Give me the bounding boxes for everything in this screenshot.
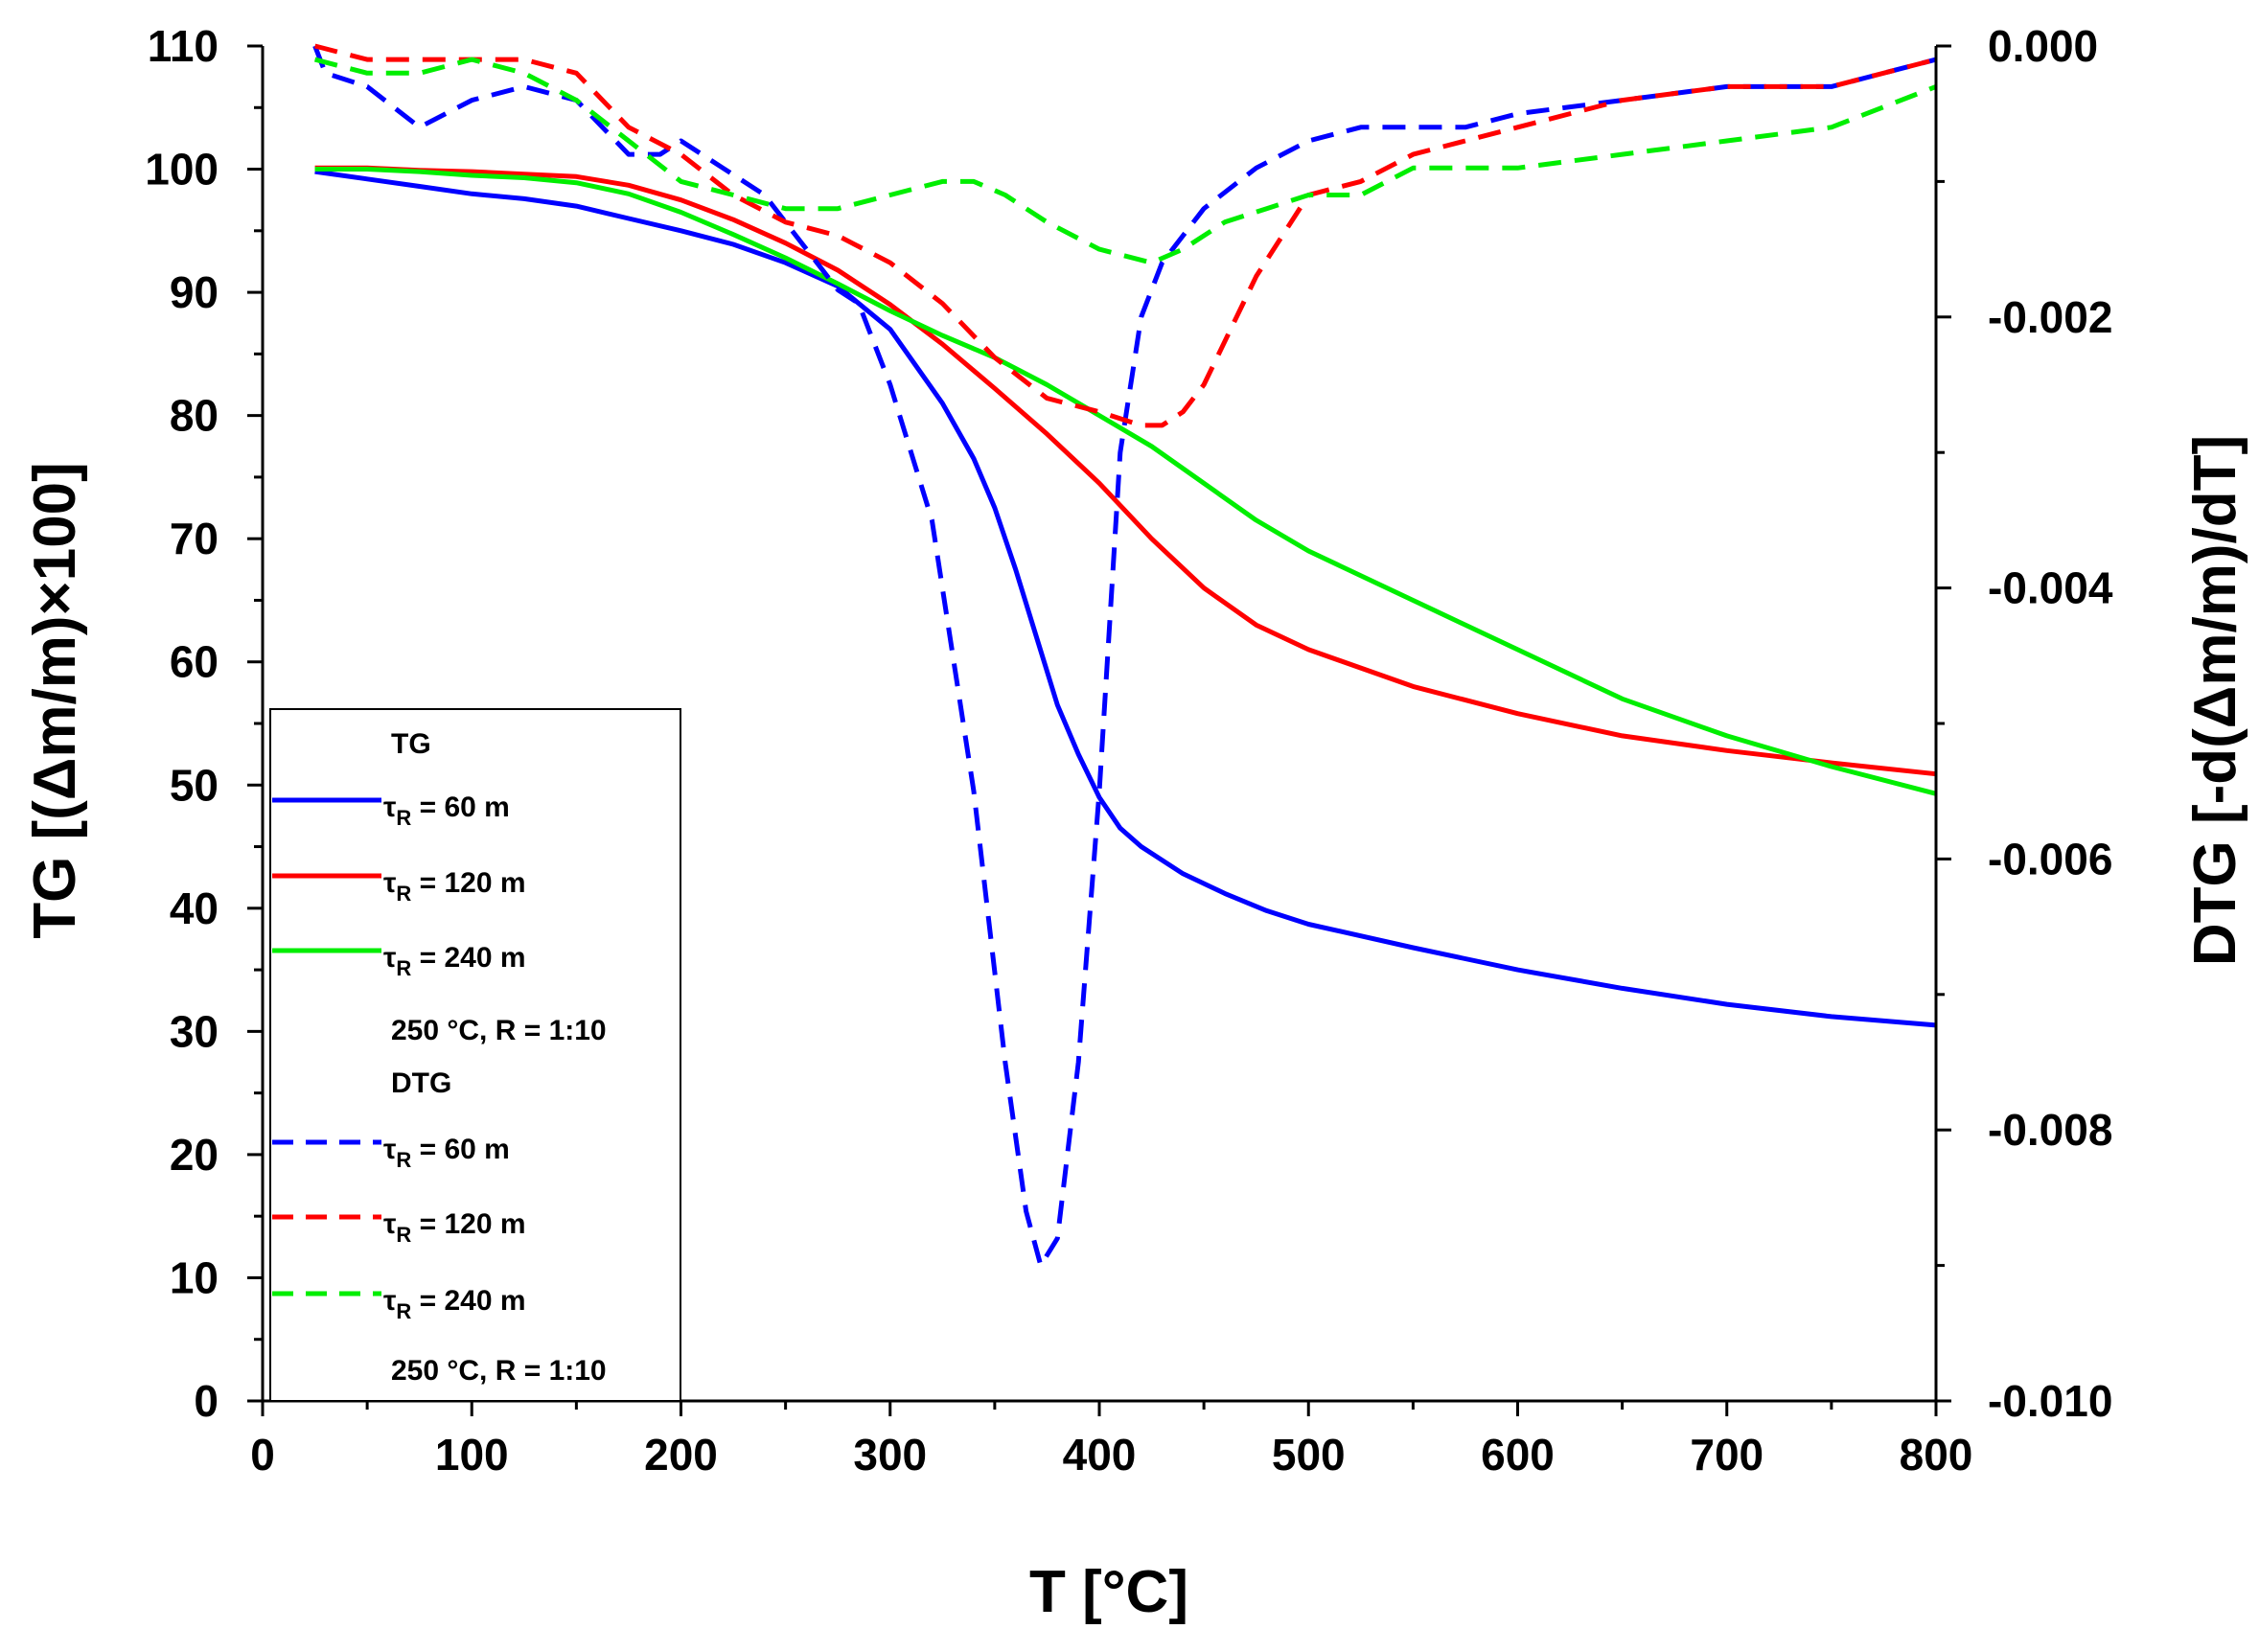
y-left-tick-label: 70 (170, 514, 219, 563)
x-tick-label: 800 (1900, 1430, 1973, 1480)
legend-dtg-header: DTG (391, 1067, 451, 1099)
legend-label-dtg-120: τR = 120 m (383, 1208, 526, 1247)
y-left-tick-label: 90 (170, 267, 219, 317)
x-tick-label: 0 (250, 1430, 275, 1480)
series-line-tg-1 (314, 165, 1937, 777)
series-line-dtg-3 (312, 45, 1937, 1269)
x-tick-label: 300 (853, 1430, 927, 1480)
series-line-tg-2 (314, 167, 1937, 796)
y-right-tick-label: -0.010 (1988, 1376, 2112, 1426)
y-left-tick-label: 0 (194, 1376, 219, 1426)
legend-box (269, 708, 681, 1402)
plot-series (312, 43, 1937, 1269)
y-left-tick-label: 60 (170, 637, 219, 687)
x-tick-label: 600 (1481, 1430, 1555, 1480)
series-line-dtg-5 (313, 57, 1937, 265)
y-left-tick-label: 110 (148, 21, 219, 71)
x-tick-label: 400 (1063, 1430, 1137, 1480)
y-right-tick-label: -0.006 (1988, 834, 2112, 883)
y-left-axis-title: TG [(Δm/m)×100] (22, 462, 88, 939)
y-right-tick-label: -0.002 (1988, 292, 2112, 342)
y-left-tick-label: 40 (170, 883, 219, 933)
series-line-tg-0 (314, 169, 1937, 1028)
x-tick-label: 700 (1690, 1430, 1763, 1480)
y-right-tick-label: -0.008 (1988, 1105, 2112, 1155)
x-tick-label: 500 (1272, 1430, 1346, 1480)
y-right-tick-label: 0.000 (1988, 21, 2098, 71)
legend-label-tg-120: τR = 120 m (383, 867, 526, 906)
legend-label-dtg-240: τR = 240 m (383, 1285, 526, 1323)
series-line-dtg-4 (313, 43, 1937, 428)
x-axis-title: T [°C] (1029, 1559, 1188, 1625)
y-right-axis-title: DTG [-d(Δm/m)/dT] (2182, 435, 2248, 966)
y-left-tick-label: 10 (170, 1252, 219, 1302)
legend-label-dtg-60: τR = 60 m (383, 1134, 510, 1172)
legend-label-tg-240: τR = 240 m (383, 942, 526, 980)
y-left-tick-label: 100 (145, 145, 219, 195)
y-right-tick-label: -0.004 (1988, 563, 2113, 613)
x-tick-label: 200 (644, 1430, 718, 1480)
y-left-tick-label: 80 (170, 391, 219, 441)
y-left-tick-label: 30 (170, 1006, 219, 1056)
y-left-tick-label: 50 (170, 760, 219, 810)
legend: TG τR = 60 m τR = 120 m τR = 240 m 250 °… (269, 708, 681, 1402)
ticks: 0 100 200 300 400 500 600 700 800 0 10 20 30 40 50 60 70… (145, 21, 2113, 1480)
y-left-tick-label: 20 (170, 1130, 219, 1180)
legend-condition-dtg: 250 °C, R = 1:10 (391, 1355, 607, 1387)
x-tick-label: 100 (435, 1430, 509, 1480)
legend-condition-tg: 250 °C, R = 1:10 (391, 1015, 607, 1046)
legend-tg-header: TG (391, 728, 431, 760)
legend-label-tg-60: τR = 60 m (383, 792, 510, 830)
